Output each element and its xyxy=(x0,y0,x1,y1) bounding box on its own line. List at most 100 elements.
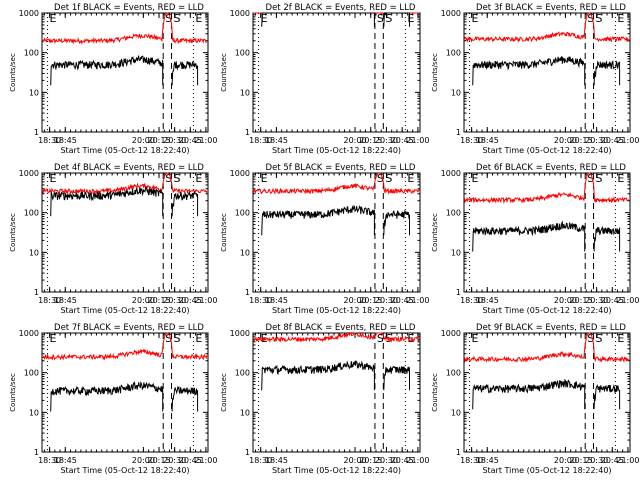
x-tick-label: 20:00 xyxy=(132,136,155,145)
x-tick-label: 21:00 xyxy=(194,296,217,305)
series-red-lld xyxy=(42,332,208,361)
x-tick-label: 20:00 xyxy=(343,136,366,145)
x-tick-label: 21:00 xyxy=(406,296,429,305)
x-tick-label: 20:45 xyxy=(601,136,624,145)
x-axis-label: Start Time (05-Oct-12 18:22:40) xyxy=(272,466,401,475)
x-axis-label: Start Time (05-Oct-12 18:22:40) xyxy=(60,306,189,315)
x-tick-label: 20:45 xyxy=(601,456,624,465)
x-tick-label: 21:00 xyxy=(616,296,639,305)
y-tick-label: 10 xyxy=(240,88,250,97)
event-marker-label: S xyxy=(385,172,392,185)
plot-frame xyxy=(463,332,631,453)
series-black-events xyxy=(593,226,621,252)
event-marker-label: S xyxy=(377,172,384,185)
x-tick-label: 20:30 xyxy=(585,296,608,305)
x-tick-label: 20:30 xyxy=(375,456,398,465)
x-tick-label: 18:45 xyxy=(265,456,288,465)
x-axis-label: Start Time (05-Oct-12 18:22:40) xyxy=(60,146,189,155)
event-marker-label: S xyxy=(587,332,594,345)
x-axis-label: Start Time (05-Oct-12 18:22:40) xyxy=(272,146,401,155)
x-tick-label: 18:30 xyxy=(38,296,61,305)
plot-frame xyxy=(463,12,631,133)
x-tick-label: 20:45 xyxy=(179,296,202,305)
x-tick-label: 21:00 xyxy=(194,456,217,465)
series-black-events xyxy=(171,60,199,86)
x-tick-label: 18:45 xyxy=(54,456,77,465)
event-marker-label: S xyxy=(165,172,172,185)
y-tick-label: 10 xyxy=(240,408,250,417)
x-tick-label: 20:45 xyxy=(391,136,414,145)
plot-frame xyxy=(41,172,209,293)
y-axis-label: Counts/sec xyxy=(9,213,17,252)
event-marker-label: S xyxy=(165,332,172,345)
x-tick-label: 20:15 xyxy=(359,136,382,145)
x-tick-label: 20:15 xyxy=(148,296,171,305)
x-tick-label: 20:45 xyxy=(391,296,414,305)
x-tick-label: 18:30 xyxy=(38,456,61,465)
series-red-lld xyxy=(464,172,629,204)
y-tick-label: 10 xyxy=(29,88,39,97)
x-axis-label: Start Time (05-Oct-12 18:22:40) xyxy=(482,146,611,155)
x-tick-label: 21:00 xyxy=(194,136,217,145)
event-marker-label: E xyxy=(617,332,624,345)
panel-det-4: Det 4f BLACK = Events, RED = LLD 1 10 100 10… xyxy=(9,163,217,315)
plot-frame xyxy=(252,172,421,293)
x-tick-label: 20:15 xyxy=(570,136,593,145)
series-red-lld xyxy=(42,172,208,196)
x-tick-label: 20:30 xyxy=(375,136,398,145)
event-marker-label: S xyxy=(385,12,392,25)
series-black-events xyxy=(261,12,375,27)
panel-det-2: Det 2f BLACK = Events, RED = LLD 1 10 100 10… xyxy=(220,3,429,155)
y-tick-label: 1000 xyxy=(441,329,461,338)
event-marker-label: S xyxy=(174,12,181,25)
event-marker-label: S xyxy=(587,12,594,25)
x-tick-label: 18:45 xyxy=(265,136,288,145)
y-tick-label: 10 xyxy=(451,88,461,97)
event-marker-label: E xyxy=(472,172,479,185)
event-marker-label: S xyxy=(596,172,603,185)
series-black-events xyxy=(261,359,375,391)
event-marker-label: S xyxy=(596,332,603,345)
plot-frame xyxy=(463,172,631,293)
y-tick-label: 1 xyxy=(456,288,461,297)
x-tick-label: 20:15 xyxy=(148,456,171,465)
panel-det-5: Det 5f BLACK = Events, RED = LLD 1 10 100 10… xyxy=(220,163,429,315)
y-tick-label: 10 xyxy=(240,248,250,257)
x-tick-label: 18:45 xyxy=(476,456,499,465)
y-axis-label: Counts/sec xyxy=(9,373,17,412)
series-black-events xyxy=(593,60,621,86)
panel-det-7: Det 7f BLACK = Events, RED = LLD 1 10 100 10… xyxy=(9,323,217,475)
series-black-events xyxy=(383,365,410,391)
x-axis-label: Start Time (05-Oct-12 18:22:40) xyxy=(272,306,401,315)
x-tick-label: 18:45 xyxy=(54,296,77,305)
x-tick-label: 18:45 xyxy=(476,136,499,145)
series-red-lld xyxy=(464,12,630,43)
event-marker-label: E xyxy=(261,12,268,25)
event-marker-label: E xyxy=(50,12,57,25)
x-tick-label: 20:30 xyxy=(375,296,398,305)
y-axis-label: Counts/sec xyxy=(431,373,439,412)
series-black-events xyxy=(472,378,586,410)
event-marker-label: E xyxy=(261,172,268,185)
x-tick-label: 20:00 xyxy=(554,296,577,305)
event-marker-label: E xyxy=(407,12,414,25)
x-tick-label: 20:15 xyxy=(570,456,593,465)
series-black-events xyxy=(171,190,199,217)
y-tick-label: 1 xyxy=(245,288,250,297)
y-tick-label: 100 xyxy=(235,49,250,58)
y-tick-label: 1000 xyxy=(19,9,39,18)
x-tick-label: 20:00 xyxy=(554,136,577,145)
series-black-events xyxy=(261,204,375,236)
panel-title: Det 5f BLACK = Events, RED = LLD xyxy=(266,163,416,173)
y-tick-label: 1000 xyxy=(441,9,461,18)
x-axis-label: Start Time (05-Oct-12 18:22:40) xyxy=(60,466,189,475)
panel-det-3: Det 3f BLACK = Events, RED = LLD 1 10 100 10… xyxy=(431,3,639,155)
y-tick-label: 1 xyxy=(456,448,461,457)
event-marker-label: E xyxy=(407,332,414,345)
y-axis-label: Counts/sec xyxy=(9,53,17,92)
x-tick-label: 18:45 xyxy=(265,296,288,305)
y-tick-label: 1 xyxy=(456,128,461,137)
y-tick-label: 10 xyxy=(451,248,461,257)
y-tick-label: 100 xyxy=(235,369,250,378)
x-tick-label: 20:00 xyxy=(343,456,366,465)
